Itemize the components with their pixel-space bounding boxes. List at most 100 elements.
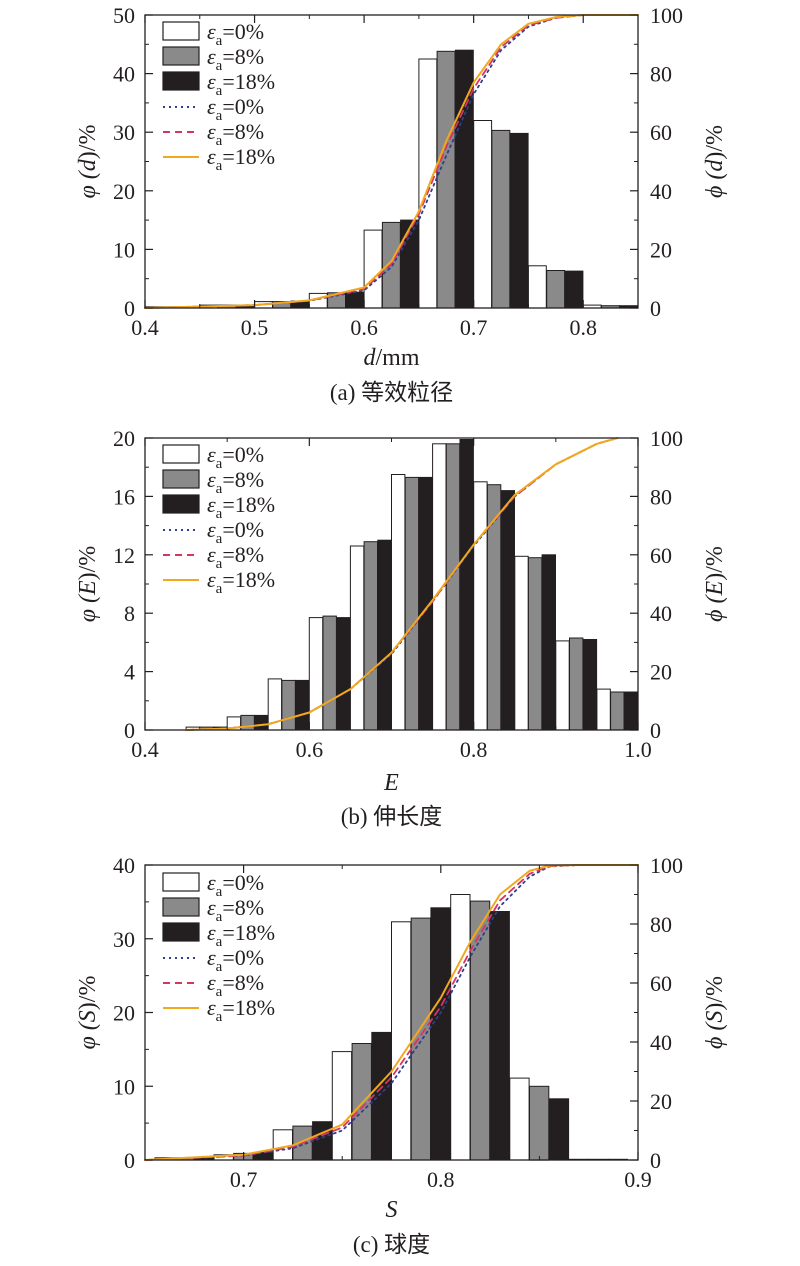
legend-label: εa=18% (207, 69, 275, 99)
legend-swatch-bar (162, 21, 200, 41)
x-tick-label: 0.7 (230, 1167, 258, 1192)
bar-8-bin-6 (404, 476, 420, 731)
y-left-tick-label: 50 (113, 3, 135, 28)
bar-8-bin-7 (491, 129, 511, 309)
y-left-tick-label: 30 (113, 927, 135, 952)
bar-18-bin-7 (548, 1098, 570, 1161)
y-right-tick-label: 60 (650, 120, 672, 145)
x-axis-title: S (386, 1197, 398, 1223)
bar-18-bin-3 (295, 679, 310, 731)
y-right-tick-label: 100 (650, 426, 683, 451)
bar-0-bin-9 (514, 555, 529, 731)
legend-label: εa=8% (207, 895, 264, 925)
legend-label: εa=18% (207, 920, 275, 950)
y-left-axis-title: φ (S)/% (75, 976, 101, 1050)
bar-18-bin-4 (371, 1031, 392, 1161)
bar-0-bin-10 (555, 640, 570, 731)
x-tick-label: 0.6 (296, 737, 324, 762)
bar-8-bin-10 (569, 637, 584, 731)
y-left-tick-label: 4 (124, 660, 135, 685)
bar-8-bin-5 (363, 541, 379, 731)
panel-caption: (a) 等效粒径 (330, 380, 453, 405)
legend-swatch-bar (162, 897, 200, 917)
bar-8-bin-7 (529, 1085, 550, 1161)
bar-0-bin-6 (391, 474, 406, 731)
bar-18-bin-7 (459, 439, 474, 731)
legend-swatch-bar (162, 71, 200, 91)
bar-0-bin-8 (527, 265, 547, 309)
bar-18-bin-7 (509, 132, 529, 309)
legend-label: εa=18% (207, 144, 275, 174)
y-left-tick-label: 10 (113, 237, 135, 262)
bar-18-bin-4 (336, 617, 351, 731)
y-left-axis-title: φ (d)/% (75, 125, 101, 199)
bar-0-bin-3 (272, 1129, 294, 1161)
y-left-tick-label: 0 (124, 718, 135, 743)
y-right-tick-label: 20 (650, 1089, 672, 1114)
bar-0-bin-7 (509, 1077, 530, 1161)
bar-18-bin-9 (541, 554, 556, 731)
y-left-tick-label: 0 (124, 296, 135, 321)
bar-18-bin-4 (345, 291, 365, 309)
bar-0-bin-5 (349, 545, 365, 731)
bar-0-bin-7 (473, 120, 493, 309)
legend-swatch-bar (162, 922, 200, 942)
legend: εa=0%εa=8%εa=18%εa=0%εa=8%εa=18% (162, 19, 275, 174)
y-right-tick-label: 0 (650, 296, 661, 321)
x-tick-label: 0.8 (427, 1167, 455, 1192)
y-left-axis-title: φ (E)/% (75, 546, 101, 623)
legend: εa=0%εa=8%εa=18%εa=0%εa=8%εa=18% (162, 870, 275, 1025)
y-right-axis-title: ϕ (E)/% (702, 546, 728, 622)
legend-label: εa=8% (207, 119, 264, 149)
legend-label: εa=0% (207, 945, 264, 975)
y-left-tick-label: 0 (124, 1148, 135, 1173)
x-tick-label: 0.8 (569, 315, 597, 340)
bar-18-bin-5 (430, 907, 451, 1161)
legend-label: εa=8% (207, 542, 264, 572)
y-right-tick-label: 60 (650, 971, 672, 996)
y-right-tick-label: 80 (650, 484, 672, 509)
y-right-tick-label: 20 (650, 237, 672, 262)
y-left-tick-label: 20 (113, 179, 135, 204)
y-left-tick-label: 20 (113, 1001, 135, 1026)
y-right-tick-label: 60 (650, 543, 672, 568)
legend-label: εa=18% (207, 492, 275, 522)
y-right-tick-label: 80 (650, 912, 672, 937)
y-right-tick-label: 20 (650, 660, 672, 685)
legend: εa=0%εa=8%εa=18%εa=0%εa=8%εa=18% (162, 442, 275, 597)
x-tick-label: 1.0 (624, 737, 652, 762)
bar-18-bin-5 (400, 219, 420, 309)
x-tick-label: 0.4 (131, 315, 159, 340)
x-tick-label: 0.9 (624, 1167, 652, 1192)
x-tick-label: 0.6 (350, 315, 378, 340)
panel-caption: (b) 伸长度 (341, 804, 443, 829)
cumulative-line-18 (144, 14, 639, 309)
bar-8-bin-4 (351, 1043, 372, 1161)
bar-18-bin-5 (377, 539, 392, 731)
y-right-tick-label: 80 (650, 62, 672, 87)
y-right-axis-title: ϕ (d)/% (702, 125, 728, 198)
y-left-tick-label: 40 (113, 853, 135, 878)
y-left-tick-label: 10 (113, 1074, 135, 1099)
x-tick-label: 0.4 (131, 737, 159, 762)
bar-18-bin-3 (312, 1121, 333, 1161)
legend-label: εa=0% (207, 870, 264, 900)
bar-8-bin-4 (322, 615, 337, 731)
cumulative-line-18 (185, 437, 619, 731)
bar-0-bin-5 (391, 921, 412, 1161)
legend-swatch-bar (162, 872, 200, 892)
legend-label: εa=8% (207, 467, 264, 497)
legend-label: εa=0% (207, 94, 264, 124)
legend-label: εa=0% (207, 19, 264, 49)
y-left-tick-label: 20 (113, 426, 135, 451)
legend-label: εa=8% (207, 44, 264, 74)
y-left-tick-label: 30 (113, 120, 135, 145)
y-left-tick-label: 40 (113, 62, 135, 87)
y-right-tick-label: 0 (650, 1148, 661, 1173)
y-right-tick-label: 40 (650, 179, 672, 204)
x-axis-title: E (383, 770, 399, 796)
bar-18-bin-11 (623, 691, 639, 731)
legend-swatch-bar (162, 469, 200, 489)
